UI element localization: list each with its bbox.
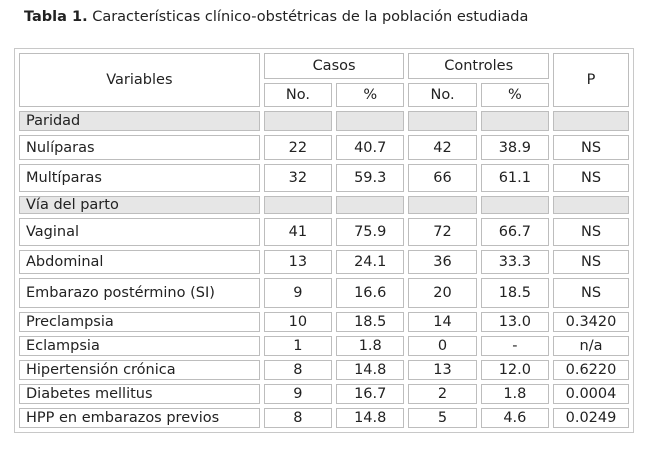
value-cell: NS — [553, 278, 629, 308]
row-label: Hipertensión crónica — [19, 360, 260, 380]
value-cell: n/a — [553, 336, 629, 356]
value-cell — [336, 111, 405, 131]
table-body: Paridad Nulíparas 22 40.7 42 38.9 NS Multíparas… — [19, 111, 629, 428]
value-cell: 1.8 — [336, 336, 405, 356]
table-row: Hipertensión crónica 8 14.8 13 12.0 0.6220 — [19, 360, 629, 380]
value-cell: NS — [553, 164, 629, 192]
value-cell: 36 — [408, 250, 477, 274]
value-cell: 66 — [408, 164, 477, 192]
value-cell: 66.7 — [480, 218, 550, 246]
value-cell — [408, 111, 477, 131]
value-cell — [263, 111, 333, 131]
row-label: Preclampsia — [19, 312, 260, 332]
value-cell: 0.0249 — [553, 408, 629, 428]
row-label: HPP en embarazos previos — [19, 408, 260, 428]
section-label: Vía del parto — [19, 196, 260, 214]
value-cell: 4.6 — [480, 408, 550, 428]
value-cell: 16.6 — [336, 278, 405, 308]
caption-text: Características clínico-obstétricas de l… — [92, 9, 529, 25]
value-cell: 13 — [263, 250, 333, 274]
table-row: Nulíparas 22 40.7 42 38.9 NS — [19, 135, 629, 160]
row-label: Vaginal — [19, 218, 260, 246]
row-label: Diabetes mellitus — [19, 384, 260, 404]
value-cell: 0 — [408, 336, 477, 356]
section-label: Paridad — [19, 111, 260, 131]
value-cell: 0.0004 — [553, 384, 629, 404]
table-row: Vaginal 41 75.9 72 66.7 NS — [19, 218, 629, 246]
value-cell: 13.0 — [480, 312, 550, 332]
header-cell: Variables — [19, 53, 260, 107]
value-cell: 61.1 — [480, 164, 550, 192]
value-cell: 75.9 — [336, 218, 405, 246]
table-row: Paridad — [19, 111, 629, 131]
value-cell: 1 — [263, 336, 333, 356]
value-cell: 8 — [263, 360, 333, 380]
caption-label: Tabla 1. — [24, 9, 88, 25]
header-cell: Controles — [408, 53, 550, 79]
caption: Tabla 1. Características clínico-obstétr… — [24, 9, 528, 25]
value-cell: 0.3420 — [553, 312, 629, 332]
header-cell: Casos — [263, 53, 405, 79]
value-cell: 2 — [408, 384, 477, 404]
value-cell: 12.0 — [480, 360, 550, 380]
table-row: Diabetes mellitus 9 16.7 2 1.8 0.0004 — [19, 384, 629, 404]
value-cell: 32 — [263, 164, 333, 192]
value-cell: 8 — [263, 408, 333, 428]
value-cell: 59.3 — [336, 164, 405, 192]
row-label: Multíparas — [19, 164, 260, 192]
row-label: Abdominal — [19, 250, 260, 274]
value-cell: - — [480, 336, 550, 356]
value-cell — [408, 196, 477, 214]
subheader-cell: No. — [408, 83, 477, 107]
value-cell: 40.7 — [336, 135, 405, 160]
value-cell — [480, 196, 550, 214]
table-row: HPP en embarazos previos 8 14.8 5 4.6 0.0249 — [19, 408, 629, 428]
value-cell: 9 — [263, 384, 333, 404]
row-label: Embarazo postérmino (SI) — [19, 278, 260, 308]
value-cell: 18.5 — [336, 312, 405, 332]
row-label: Nulíparas — [19, 135, 260, 160]
value-cell: 10 — [263, 312, 333, 332]
value-cell: 14.8 — [336, 360, 405, 380]
value-cell: 22 — [263, 135, 333, 160]
value-cell: 14 — [408, 312, 477, 332]
table-row: Vía del parto — [19, 196, 629, 214]
value-cell: 5 — [408, 408, 477, 428]
value-cell: 1.8 — [480, 384, 550, 404]
value-cell — [553, 196, 629, 214]
value-cell: 13 — [408, 360, 477, 380]
value-cell: 24.1 — [336, 250, 405, 274]
table-row: Preclampsia 10 18.5 14 13.0 0.3420 — [19, 312, 629, 332]
table-row: Embarazo postérmino (SI) 9 16.6 20 18.5 NS — [19, 278, 629, 308]
value-cell: NS — [553, 218, 629, 246]
table-row: Abdominal 13 24.1 36 33.3 NS — [19, 250, 629, 274]
table-row: Multíparas 32 59.3 66 61.1 NS — [19, 164, 629, 192]
subheader-cell: % — [480, 83, 550, 107]
value-cell — [480, 111, 550, 131]
value-cell: 16.7 — [336, 384, 405, 404]
value-cell: 42 — [408, 135, 477, 160]
value-cell — [263, 196, 333, 214]
value-cell: 38.9 — [480, 135, 550, 160]
value-cell: NS — [553, 250, 629, 274]
value-cell: 33.3 — [480, 250, 550, 274]
value-cell: 41 — [263, 218, 333, 246]
value-cell: 72 — [408, 218, 477, 246]
value-cell: 0.6220 — [553, 360, 629, 380]
value-cell — [336, 196, 405, 214]
value-cell: 9 — [263, 278, 333, 308]
table-row: Eclampsia 1 1.8 0- n/a — [19, 336, 629, 356]
data-table: Variables Casos Controles P No. % No. % … — [14, 48, 634, 433]
row-label: Eclampsia — [19, 336, 260, 356]
header-cell: P — [553, 53, 629, 107]
value-cell: NS — [553, 135, 629, 160]
subheader-cell: No. — [263, 83, 333, 107]
subheader-cell: % — [336, 83, 405, 107]
value-cell: 18.5 — [480, 278, 550, 308]
value-cell — [553, 111, 629, 131]
value-cell: 20 — [408, 278, 477, 308]
value-cell: 14.8 — [336, 408, 405, 428]
